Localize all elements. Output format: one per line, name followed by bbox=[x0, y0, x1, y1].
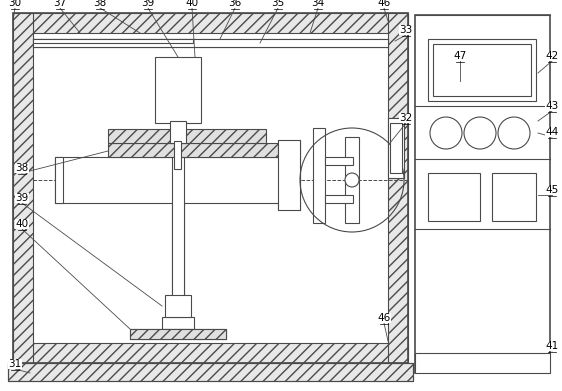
Text: 46: 46 bbox=[377, 0, 391, 8]
Text: 35: 35 bbox=[271, 0, 284, 8]
Bar bbox=[388, 13, 408, 363]
Text: 30: 30 bbox=[8, 0, 21, 8]
Bar bbox=[174, 141, 181, 169]
Text: 43: 43 bbox=[545, 101, 559, 111]
Text: 39: 39 bbox=[15, 193, 29, 203]
Text: 46: 46 bbox=[377, 313, 391, 323]
Bar bbox=[13, 13, 408, 363]
Bar bbox=[8, 363, 413, 381]
Bar bbox=[325, 195, 353, 203]
Bar bbox=[13, 343, 408, 363]
Bar bbox=[428, 173, 480, 221]
Text: 40: 40 bbox=[15, 219, 29, 229]
Text: 39: 39 bbox=[142, 0, 155, 8]
Bar bbox=[313, 128, 325, 223]
Text: 41: 41 bbox=[545, 341, 559, 351]
Bar bbox=[165, 295, 191, 317]
Text: 32: 32 bbox=[400, 113, 413, 123]
Bar bbox=[433, 44, 531, 96]
Bar bbox=[345, 137, 359, 223]
Bar bbox=[55, 157, 63, 203]
Text: 36: 36 bbox=[228, 0, 242, 8]
Bar bbox=[415, 353, 550, 373]
Text: 44: 44 bbox=[545, 127, 559, 137]
Text: 38: 38 bbox=[93, 0, 107, 8]
Text: 33: 33 bbox=[400, 25, 413, 35]
Text: 42: 42 bbox=[545, 51, 559, 61]
Bar bbox=[172, 157, 184, 329]
Text: 45: 45 bbox=[545, 185, 559, 195]
Bar bbox=[428, 39, 536, 101]
Text: 31: 31 bbox=[8, 359, 21, 369]
Bar bbox=[8, 363, 413, 381]
Text: 47: 47 bbox=[454, 51, 466, 61]
Circle shape bbox=[345, 173, 359, 187]
Bar bbox=[278, 140, 300, 210]
Bar bbox=[130, 329, 226, 339]
Bar bbox=[55, 157, 295, 203]
Text: 38: 38 bbox=[15, 163, 29, 173]
Bar bbox=[13, 13, 408, 33]
Bar bbox=[130, 329, 226, 339]
Text: 34: 34 bbox=[311, 0, 325, 8]
Bar bbox=[33, 39, 193, 43]
Bar bbox=[162, 317, 194, 329]
Text: 40: 40 bbox=[185, 0, 198, 8]
Bar bbox=[33, 39, 388, 47]
Bar bbox=[325, 157, 353, 165]
Bar bbox=[155, 57, 201, 123]
Bar bbox=[108, 143, 278, 157]
Bar bbox=[388, 118, 404, 178]
Bar bbox=[492, 173, 536, 221]
Bar bbox=[13, 13, 33, 363]
Bar bbox=[108, 129, 266, 143]
Bar bbox=[170, 121, 186, 143]
Bar bbox=[415, 15, 550, 373]
Bar bbox=[390, 123, 402, 173]
Text: 37: 37 bbox=[53, 0, 67, 8]
